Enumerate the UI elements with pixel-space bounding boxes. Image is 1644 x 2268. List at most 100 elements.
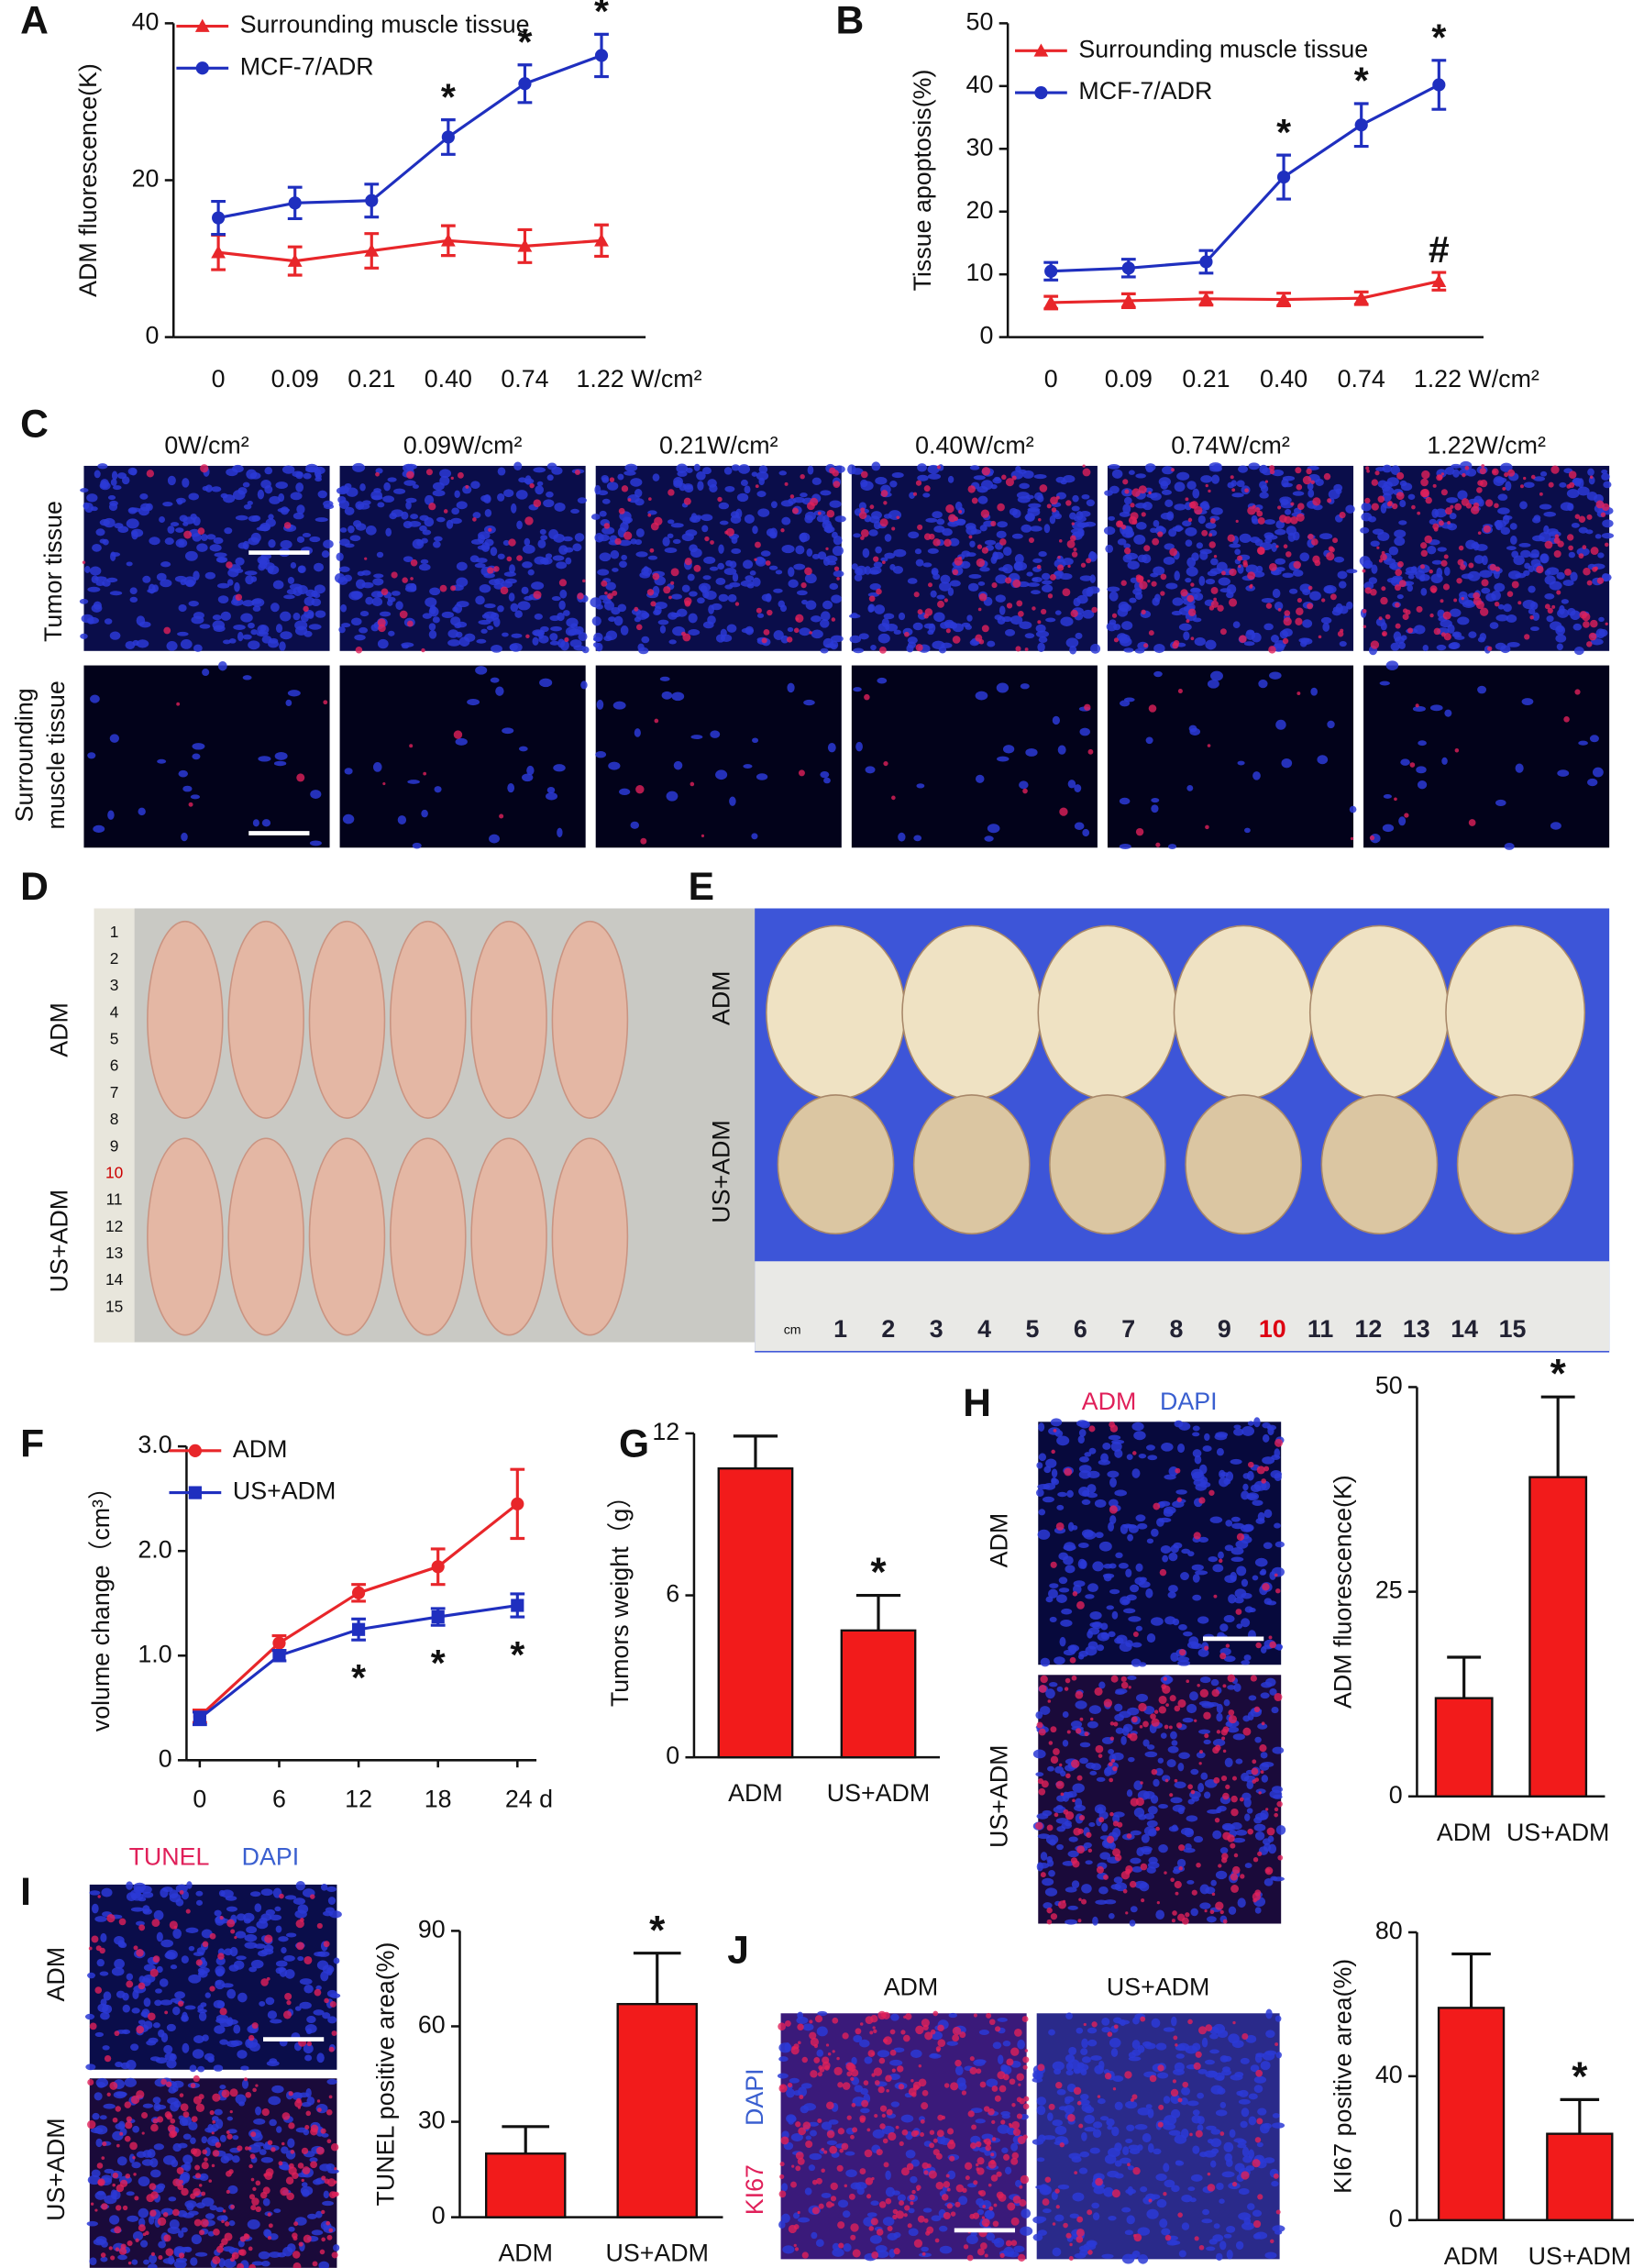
stain — [1274, 1693, 1283, 1702]
stain — [1073, 548, 1077, 552]
nucleus — [1135, 1563, 1143, 1572]
nucleus — [1083, 521, 1097, 527]
nucleus — [550, 625, 562, 632]
nucleus — [1202, 2208, 1209, 2216]
nucleus — [1156, 2198, 1167, 2208]
nucleus — [149, 2056, 161, 2062]
nucleus — [885, 2186, 896, 2197]
nucleus — [166, 641, 178, 651]
nucleus — [1191, 2042, 1201, 2052]
nucleus — [329, 1993, 341, 1998]
stain — [1296, 483, 1303, 491]
stain — [826, 509, 835, 518]
nucleus — [782, 2245, 795, 2254]
stain — [895, 2210, 905, 2219]
stain — [1363, 625, 1367, 628]
stain — [831, 617, 836, 622]
nucleus — [1167, 1591, 1176, 1599]
stain — [1005, 577, 1012, 584]
nucleus — [1050, 1418, 1063, 1427]
stain — [635, 784, 645, 794]
nucleus — [149, 2254, 158, 2264]
stain — [314, 1988, 322, 1997]
nucleus — [490, 547, 498, 557]
stain — [609, 477, 615, 482]
stain — [936, 465, 941, 470]
stain — [248, 2194, 256, 2200]
stain — [1290, 502, 1295, 506]
stain — [880, 490, 888, 497]
stain — [183, 530, 193, 539]
stain — [859, 2022, 864, 2026]
nucleus — [1108, 1631, 1116, 1638]
stain — [1568, 481, 1575, 489]
nucleus — [816, 514, 826, 523]
nucleus — [599, 510, 607, 517]
nucleus — [1267, 1425, 1274, 1436]
stain — [648, 497, 652, 501]
nucleus — [1271, 1455, 1281, 1460]
nucleus — [90, 2127, 104, 2134]
nucleus — [1272, 1786, 1283, 1794]
stain — [864, 693, 870, 701]
nucleus — [1252, 1499, 1263, 1506]
nucleus — [235, 557, 245, 566]
nucleus — [1150, 1795, 1159, 1804]
stain — [1065, 500, 1072, 506]
nucleus — [182, 478, 190, 488]
stain — [1065, 1773, 1071, 1779]
stain — [1362, 569, 1366, 573]
nucleus — [142, 575, 151, 583]
nucleus — [887, 2232, 899, 2241]
nucleus — [1064, 1542, 1076, 1552]
nucleus — [299, 2001, 312, 2009]
nucleus — [1279, 629, 1288, 639]
nucleus — [305, 2028, 313, 2035]
stain — [1018, 610, 1024, 617]
nucleus — [1161, 2228, 1171, 2236]
stain — [1157, 2121, 1164, 2128]
nucleus — [1223, 1655, 1236, 1663]
nucleus — [1168, 1552, 1178, 1562]
nucleus — [264, 467, 273, 475]
nucleus — [1088, 1705, 1102, 1714]
nucleus — [323, 500, 334, 508]
nucleus — [1252, 771, 1261, 780]
nucleus — [1060, 1770, 1066, 1777]
nucleus — [260, 1913, 272, 1921]
stain — [1442, 611, 1451, 620]
panel-label: I — [20, 1870, 31, 1914]
nucleus — [1043, 2208, 1052, 2214]
stain — [1060, 1792, 1065, 1797]
nucleus — [1089, 2147, 1100, 2154]
ruler-label: 11 — [106, 1190, 123, 1209]
nucleus — [602, 599, 612, 604]
nucleus — [601, 526, 615, 535]
stain — [1113, 2024, 1119, 2030]
nucleus — [259, 522, 271, 532]
stain — [802, 2121, 811, 2130]
stain — [1077, 1919, 1082, 1923]
nucleus — [1226, 591, 1234, 599]
nucleus — [1299, 552, 1310, 562]
stain — [1003, 2153, 1010, 2161]
nucleus — [817, 551, 827, 560]
stain — [844, 2184, 848, 2188]
nucleus — [1039, 2184, 1049, 2194]
stain — [295, 1919, 304, 1929]
stain — [87, 2078, 94, 2085]
nucleus — [998, 567, 1009, 571]
nucleus — [1082, 828, 1090, 837]
stain — [1135, 1797, 1144, 1807]
stain — [1071, 522, 1075, 526]
nucleus — [1153, 520, 1160, 527]
nucleus — [198, 2011, 207, 2021]
nucleus — [1241, 2222, 1255, 2230]
nucleus — [1203, 503, 1210, 511]
nucleus — [882, 2217, 895, 2227]
nucleus — [1108, 464, 1120, 470]
stain — [941, 2194, 949, 2201]
nucleus — [246, 469, 258, 480]
nucleus — [900, 2114, 914, 2123]
nucleus — [1275, 2052, 1282, 2059]
